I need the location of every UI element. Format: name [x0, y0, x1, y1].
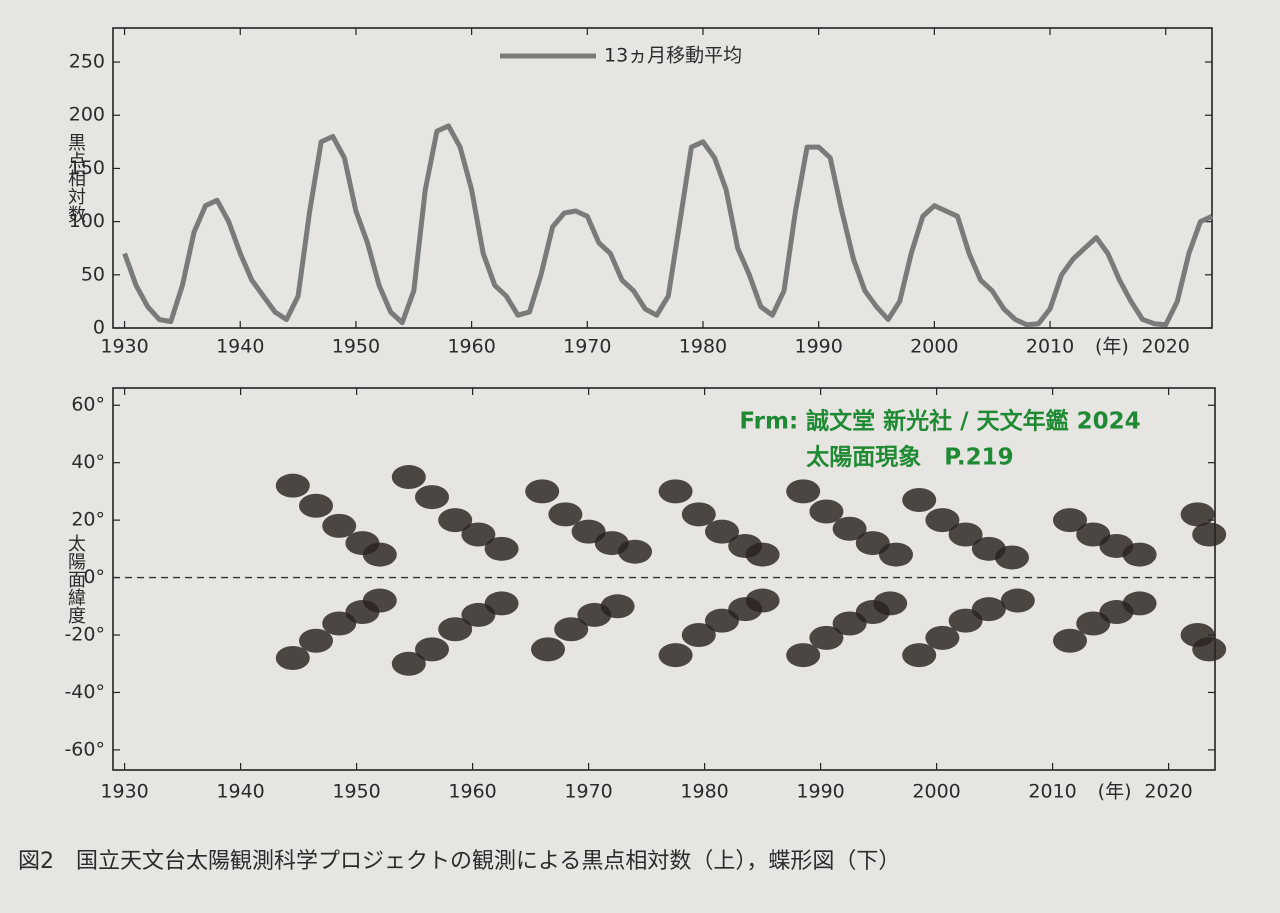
x-tick-label: 1970: [564, 781, 612, 803]
butterfly-spot: [995, 545, 1029, 570]
y-axis-label: 黒点相対数: [65, 133, 86, 223]
plot-frame: [112, 387, 1216, 771]
butterfly-spot: [438, 508, 473, 533]
butterfly-spot: [415, 637, 449, 662]
y-tick-label: 0°: [83, 566, 105, 588]
y-tick-label: 40°: [71, 451, 105, 473]
x-tick-label: 1980: [680, 781, 728, 803]
x-tick-label: 1960: [448, 781, 496, 803]
x-tick-label: 1940: [216, 781, 264, 803]
butterfly-spot: [484, 536, 519, 561]
y-tick-label: 20°: [71, 509, 105, 531]
butterfly-spot: [548, 502, 583, 527]
x-tick-label: 1950: [332, 336, 380, 358]
butterfly-spot: [1122, 542, 1157, 567]
butterfly-spot: [484, 591, 519, 616]
butterfly-spot: [554, 617, 589, 642]
butterfly-spot: [745, 542, 780, 567]
butterfly-spot: [971, 597, 1006, 622]
x-axis-unit: (年): [1098, 781, 1132, 803]
butterfly-spot: [391, 465, 426, 490]
x-tick-label: 1940: [216, 336, 264, 358]
y-tick-label: 150: [69, 157, 105, 179]
x-tick-label: 2010: [1026, 336, 1074, 358]
butterfly-spot: [786, 479, 821, 504]
butterfly-spot: [1053, 628, 1087, 653]
butterfly-spot: [438, 617, 473, 642]
source-note: Frm: 誠文堂 新光社 / 天文年鑑 2024: [739, 408, 1140, 435]
x-tick-label: 1980: [679, 336, 727, 358]
butterfly-spot: [362, 588, 397, 613]
butterfly-spot: [902, 488, 937, 513]
butterfly-spot: [925, 625, 960, 650]
butterfly-spot: [415, 485, 449, 510]
x-tick-label: 1950: [332, 781, 380, 803]
butterfly-spot: [391, 651, 426, 676]
x-tick-label: 2000: [912, 781, 960, 803]
butterfly-spot: [299, 493, 333, 518]
x-tick-label: 2000: [910, 336, 958, 358]
butterfly-spot: [681, 623, 716, 648]
butterfly-spot: [1180, 502, 1215, 527]
butterfly-spot: [322, 513, 357, 538]
x-tick-label: 1970: [563, 336, 611, 358]
butterfly-spot: [1192, 522, 1227, 547]
butterfly-spot: [461, 522, 496, 547]
x-tick-label: 1990: [794, 336, 842, 358]
plot-frame: [112, 27, 1213, 329]
butterfly-spot: [1192, 637, 1227, 662]
page-note: 太陽面現象 P.219: [806, 444, 1013, 471]
butterfly-spot: [658, 479, 693, 504]
butterfly-spot: [786, 643, 821, 668]
butterfly-spot: [745, 588, 780, 613]
y-tick-label: 50: [81, 263, 105, 285]
y-tick-label: 0: [93, 317, 105, 339]
butterfly-spot: [879, 542, 913, 567]
butterfly-spot: [1053, 508, 1087, 533]
butterfly-spot: [525, 479, 560, 504]
butterfly-spot: [873, 591, 908, 616]
butterfly-spot: [275, 473, 310, 498]
x-tick-label: 2010: [1028, 781, 1076, 803]
butterfly-spot: [658, 643, 693, 668]
x-tick-label: 1930: [100, 781, 148, 803]
figure-caption: 図2 国立天文台太陽観測科学プロジェクトの観測による黒点相対数（上），蝶形図（下…: [18, 849, 900, 874]
butterfly-spot: [809, 499, 844, 524]
x-tick-label: 2020: [1142, 336, 1190, 358]
y-axis-label: 太陽面緯度: [65, 534, 86, 624]
y-tick-label: 250: [69, 51, 105, 73]
butterfly-spot: [902, 643, 937, 668]
butterfly-spot: [948, 522, 983, 547]
sunspot-line: [122, 123, 1214, 328]
x-tick-label: 1960: [447, 336, 495, 358]
y-tick-label: -40°: [64, 681, 105, 703]
butterfly-spot: [925, 508, 960, 533]
y-tick-label: -60°: [64, 738, 105, 760]
butterfly-spot: [1122, 591, 1157, 616]
y-tick-label: 60°: [71, 394, 105, 416]
y-tick-label: 200: [69, 104, 105, 126]
butterfly-spot: [618, 539, 652, 564]
x-tick-label: 2020: [1144, 781, 1192, 803]
butterfly-spot: [832, 516, 867, 541]
butterfly-spot: [299, 628, 333, 653]
butterfly-spot: [600, 594, 635, 619]
y-tick-label: 100: [69, 210, 105, 232]
butterfly-spot: [362, 542, 397, 567]
butterfly-spot: [531, 637, 565, 662]
butterfly-spot: [681, 502, 716, 527]
y-tick-label: -20°: [64, 624, 105, 646]
legend-label: 13ヵ月移動平均: [604, 45, 742, 67]
butterfly-spot: [809, 625, 844, 650]
x-tick-label: 1930: [100, 336, 148, 358]
butterfly-spot: [1000, 588, 1035, 613]
butterfly-spot: [275, 645, 310, 670]
x-axis-unit: (年): [1095, 336, 1129, 358]
butterfly-spot: [705, 519, 739, 544]
x-tick-label: 1990: [796, 781, 844, 803]
